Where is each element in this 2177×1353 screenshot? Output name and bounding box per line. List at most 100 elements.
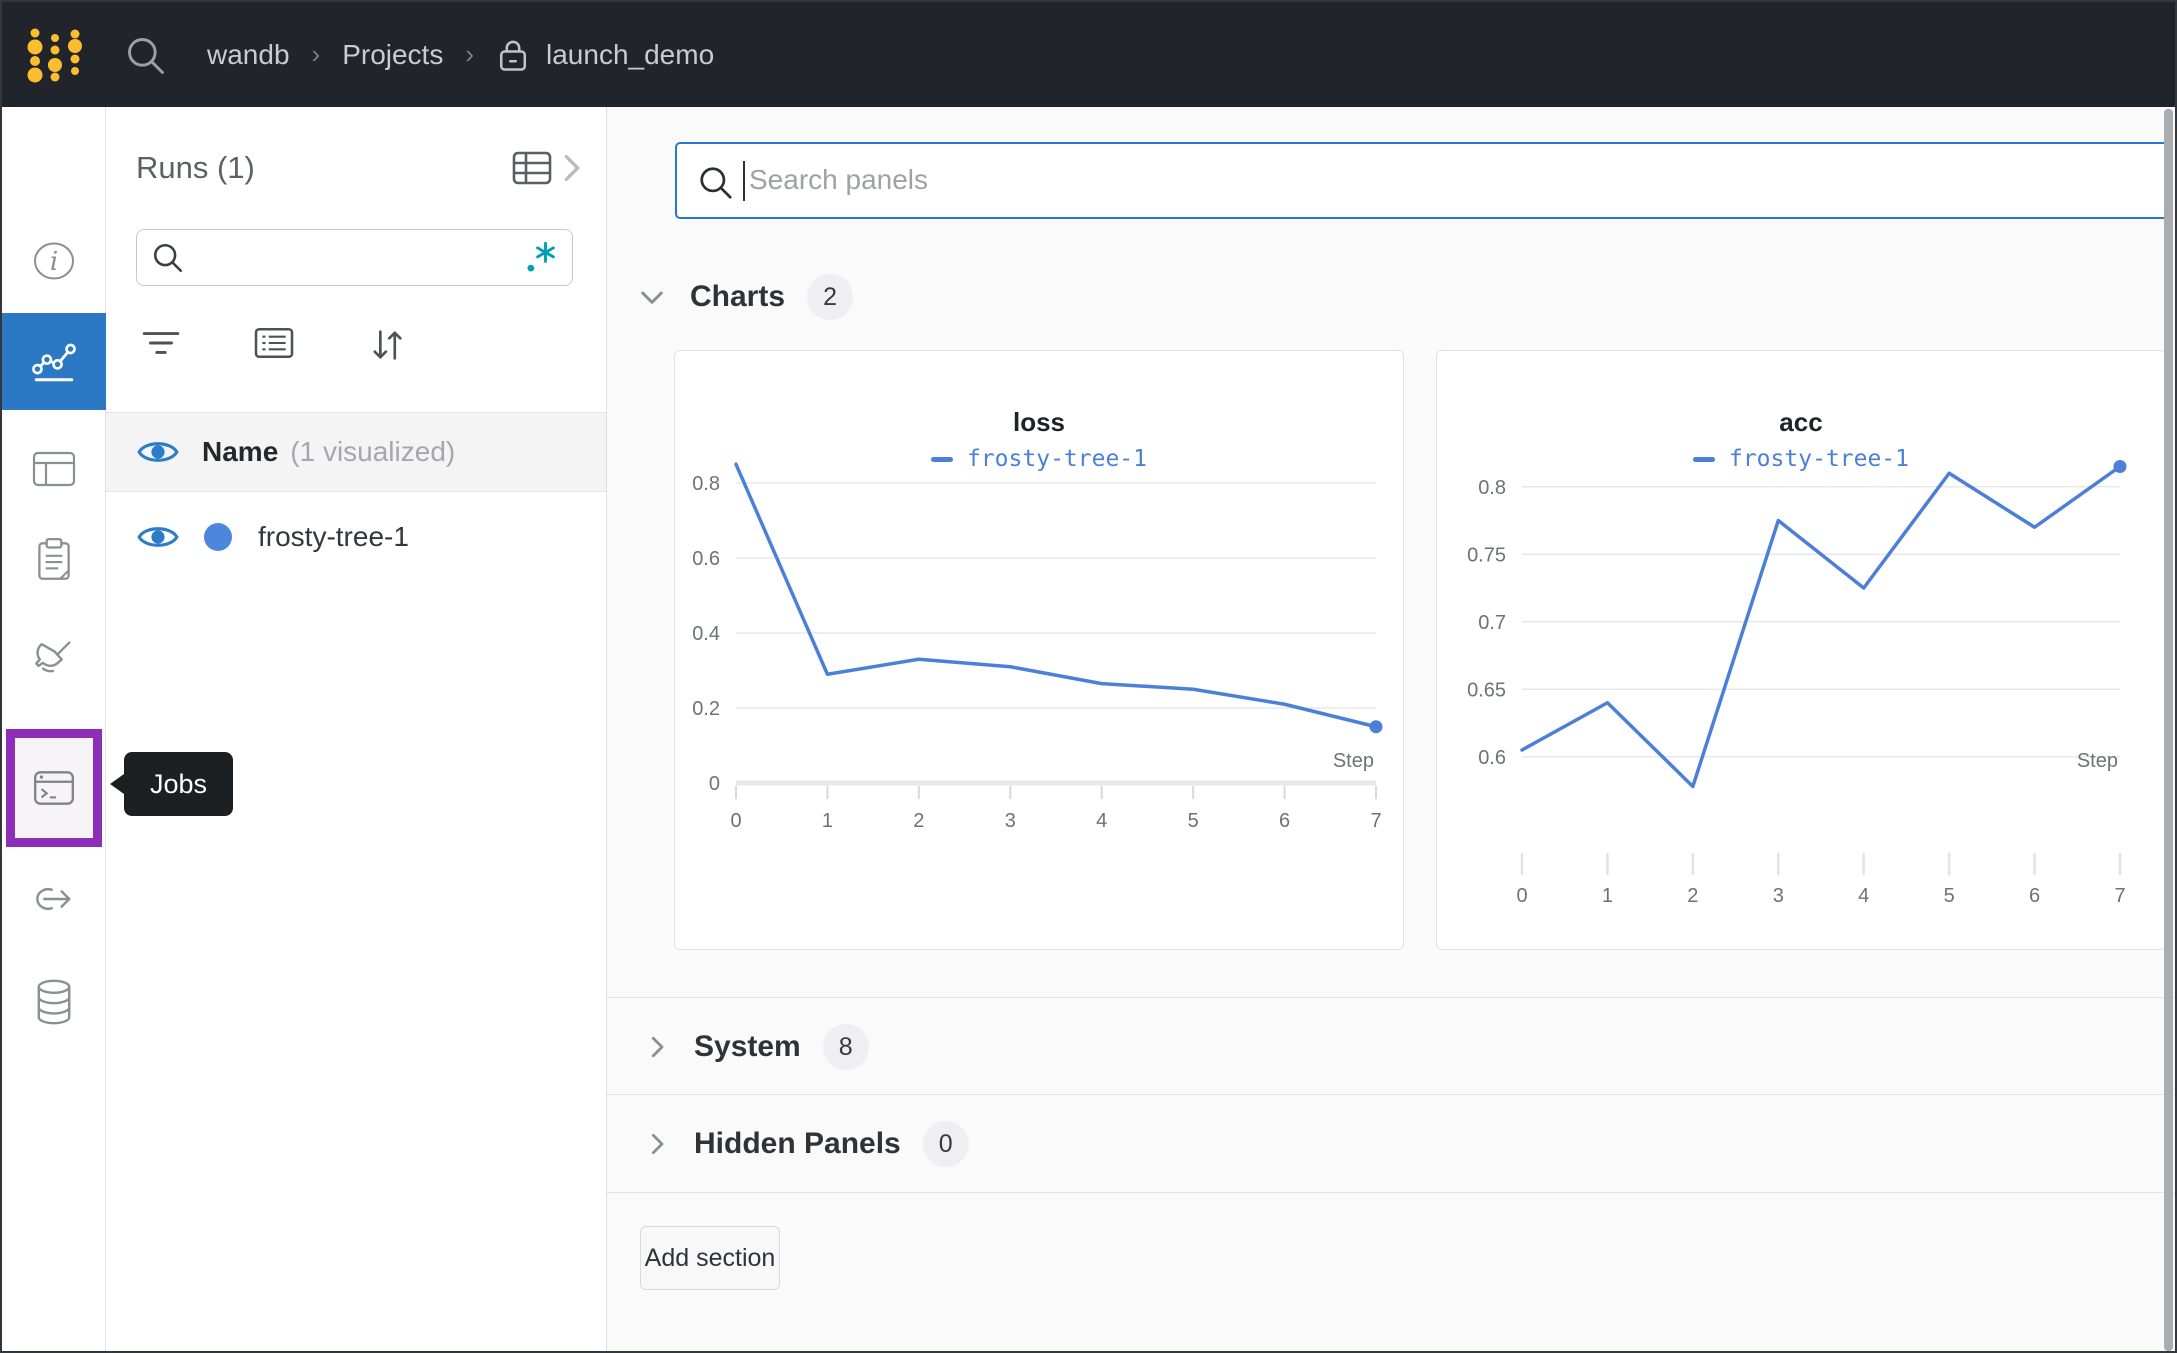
charts-count-badge: 2 [807,274,854,320]
runs-search-box[interactable] [136,229,573,286]
breadcrumb-entity[interactable]: wandb [207,38,290,70]
svg-text:i: i [50,247,58,277]
chart-panel-loss[interactable]: loss frosty-tree-1 0 0.2 0.4 0.6 0.8 Step 0 1 2 3… [674,350,1404,950]
lock-icon [496,37,530,73]
svg-text:0.4: 0.4 [692,623,720,645]
breadcrumb: wandb › Projects › launch_demo [207,2,714,107]
sidebar-item-overview[interactable]: i [2,230,106,292]
svg-text:Step: Step [2077,750,2118,772]
regex-icon[interactable] [524,240,558,276]
sidebar-item-sweeps[interactable] [2,629,106,691]
eye-visible-icon[interactable] [136,520,180,554]
legend-run-name: frosty-tree-1 [1728,446,1909,472]
panels-workspace: Charts 2 loss frosty-tree-1 00.20.40.60.… [607,107,2175,1351]
terminal-icon [34,771,74,805]
runs-panel: Runs (1) [106,107,607,1351]
list-settings-icon[interactable] [252,325,296,361]
svg-text:7: 7 [1370,810,1381,832]
hidden-panels-count-badge: 0 [922,1121,969,1167]
svg-text:0: 0 [1516,885,1527,907]
runs-name-header-row[interactable]: Name (1 visualized) [106,412,606,492]
chart-legend: frosty-tree-1 [1437,446,2165,472]
svg-text:0.7: 0.7 [1478,612,1506,634]
expand-runs-table-button[interactable] [511,149,585,187]
svg-text:2: 2 [913,810,924,832]
chart-title: acc [1779,407,1823,437]
left-icon-rail: i [2,107,234,1351]
legend-line-swatch [930,456,953,462]
section-header-charts[interactable]: Charts 2 [636,274,854,320]
svg-text:0.8: 0.8 [692,473,720,495]
launch-arrow-icon [36,888,71,910]
svg-text:2: 2 [1687,885,1698,907]
run-color-dot [204,523,232,551]
section-divider [607,1192,2175,1193]
chevron-right-icon[interactable] [642,1129,672,1159]
svg-text:5: 5 [1188,810,1199,832]
clipboard-icon [38,537,70,580]
eye-visible-icon[interactable] [136,435,180,469]
sidebar-item-runs-table[interactable] [2,438,106,500]
breadcrumb-projects[interactable]: Projects [342,38,444,70]
charts-section-label: Charts [690,280,786,313]
jobs-tooltip-label: Jobs [150,768,208,799]
svg-text:0.6: 0.6 [692,548,720,570]
chevron-right-icon [564,154,580,182]
svg-text:3: 3 [1005,810,1016,832]
sidebar-item-workspace[interactable] [2,313,106,410]
legend-run-name: frosty-tree-1 [966,446,1147,472]
system-section-label: System [694,1030,801,1063]
jobs-highlight-frame [15,738,93,838]
breadcrumb-separator: › [311,39,321,69]
svg-text:5: 5 [1944,885,1955,907]
sidebar-item-launch[interactable] [2,868,106,930]
svg-text:0.6: 0.6 [1478,747,1506,769]
svg-text:0.2: 0.2 [692,698,720,720]
svg-text:0.8: 0.8 [1478,477,1506,499]
chart-panel-acc[interactable]: acc frosty-tree-1 0.6 0.65 0.7 0.75 0.8 Step 0… [1436,350,2166,950]
info-icon: i [34,242,74,280]
runs-toolbar [140,325,540,365]
svg-text:1: 1 [1602,885,1613,907]
acc-line-chart[interactable]: 0.6 0.65 0.7 0.75 0.8 Step 0 1 2 3 4 5 6 7 [1452,441,2150,921]
svg-text:7: 7 [2114,885,2125,907]
search-icon [700,167,732,199]
search-icon[interactable] [124,34,168,78]
table-icon [32,451,76,487]
sort-icon[interactable] [366,325,408,365]
sidebar-item-jobs[interactable] [6,729,102,847]
chart-legend: frosty-tree-1 [675,446,1403,472]
panel-search-input[interactable] [749,144,2149,216]
text-cursor [743,161,745,201]
svg-text:0: 0 [730,810,741,832]
vertical-scrollbar[interactable] [2164,109,2173,1351]
svg-text:4: 4 [1096,810,1107,832]
loss-line-chart[interactable]: 0 0.2 0.4 0.6 0.8 Step 0 1 2 3 4 5 6 7 [690,441,1388,921]
wandb-logo-icon[interactable] [22,19,92,89]
chevron-down-icon[interactable] [636,281,668,313]
runs-panel-title: Runs (1) [136,150,255,185]
runs-visualized-count: (1 visualized) [290,436,456,467]
run-name[interactable]: frosty-tree-1 [258,521,409,552]
run-list-item[interactable]: frosty-tree-1 [106,492,606,582]
section-header-system[interactable]: System 8 [642,1024,869,1070]
hidden-panels-section-label: Hidden Panels [694,1127,901,1160]
sidebar-item-logs[interactable] [2,529,106,591]
svg-text:0: 0 [709,773,720,795]
filter-icon[interactable] [140,325,182,361]
chevron-right-icon[interactable] [642,1032,672,1062]
breadcrumb-project-name[interactable]: launch_demo [546,38,715,70]
section-header-hidden-panels[interactable]: Hidden Panels 0 [642,1121,969,1167]
sidebar-item-artifacts[interactable] [2,971,106,1033]
breadcrumb-separator: › [465,39,475,69]
search-icon [153,243,183,272]
svg-text:Step: Step [1333,750,1374,772]
runs-table-expand-icon [512,151,552,185]
runs-search-input[interactable] [195,242,514,273]
svg-text:0.65: 0.65 [1467,679,1506,701]
line-chart-icon [32,343,76,381]
database-icon [37,979,71,1025]
top-navigation-bar: wandb › Projects › launch_demo [2,2,2175,107]
add-section-button[interactable]: Add section [640,1226,780,1290]
